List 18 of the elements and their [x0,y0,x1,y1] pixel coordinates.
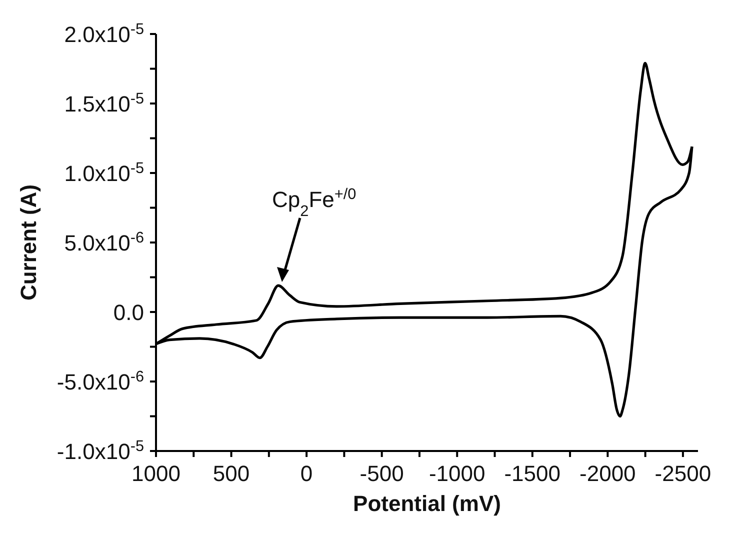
x-tick-label: -2500 [654,461,712,486]
x-axis-title: Potential (mV) [353,491,501,516]
x-tick-label: -2000 [580,461,636,486]
y-tick-label: -5.0x10$^{-6}$ [56,368,144,394]
y-tick-label: 2.0x10$^{-5}$ [64,20,144,47]
x-tick-label: -500 [360,461,404,486]
x-tick-label: 0 [300,461,313,486]
y-tick-label: -1.0x10$^{-5}$ [56,438,144,464]
y-axis-title: Current (A) [16,184,41,301]
y-tick-label: 0.0 [113,300,144,325]
x-tick-label: 1000 [132,461,180,486]
annotation: Cp$_{2}$Fe$^{+/0}$ [272,186,356,220]
x-tick-label: 500 [212,461,250,486]
y-tick-label: 1.0x10$^{-5}$ [64,160,144,186]
x-tick-label: -1500 [504,461,561,486]
y-tick-label: 1.5x10$^{-5}$ [64,90,144,116]
x-tick-label: -1000 [428,461,486,486]
y-tick-label: 5.0x10$^{-6}$ [64,229,144,256]
